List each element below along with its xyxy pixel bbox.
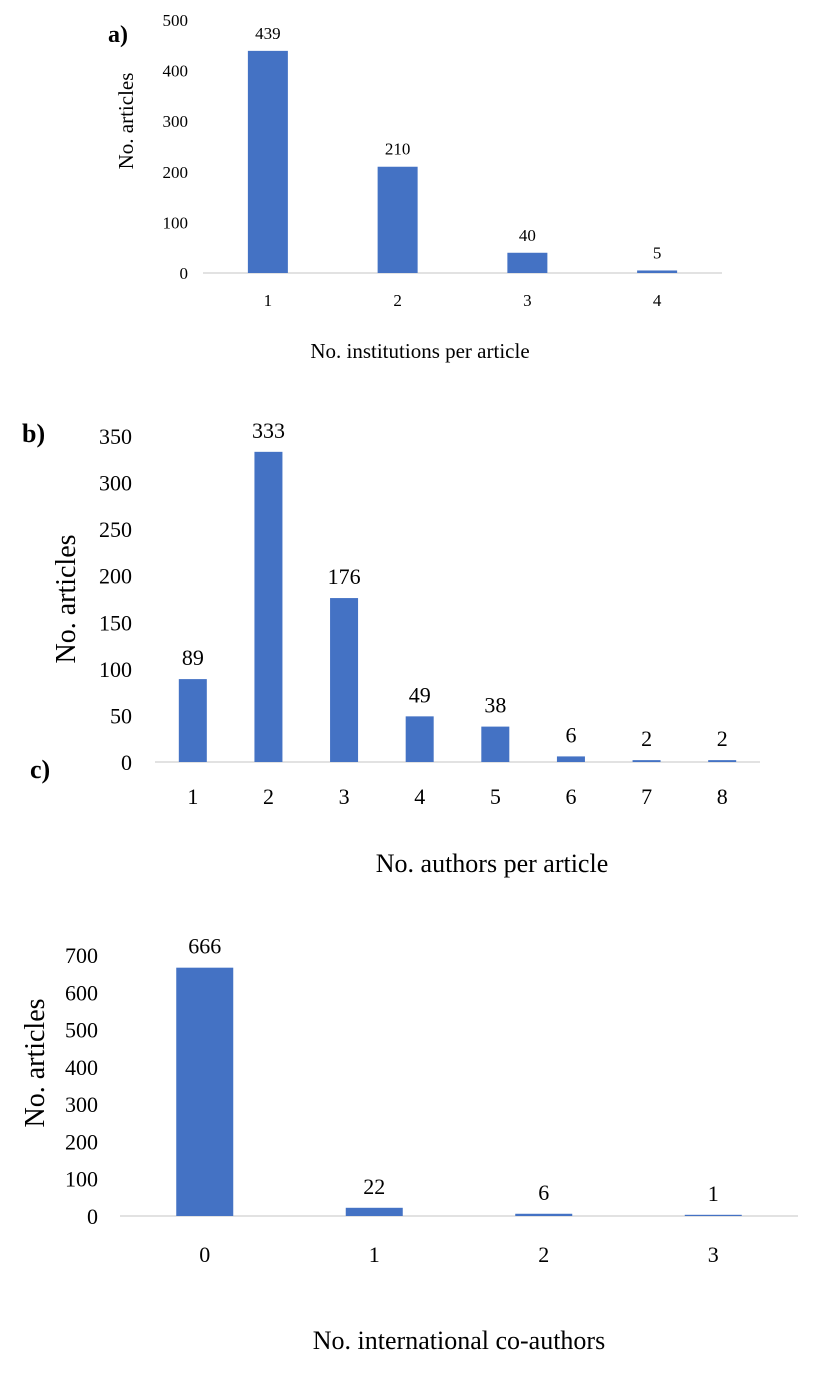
data-label: 333 [252,418,285,443]
y-tick-label: 200 [99,564,132,589]
data-label: 38 [484,693,506,718]
x-tick-label: 0 [199,1242,210,1267]
data-label: 2 [641,726,652,751]
y-tick-label: 700 [65,943,98,968]
y-tick-label: 400 [163,62,189,81]
y-tick-label: 100 [99,657,132,682]
y-tick-label: 200 [65,1129,98,1154]
bar [330,598,359,762]
data-label: 210 [385,140,411,159]
data-label: 6 [538,1180,549,1205]
x-tick-label: 1 [264,291,273,310]
y-tick-label: 300 [163,112,189,131]
y-tick-label: 100 [65,1167,98,1192]
panel-label-b: b) [22,419,45,448]
data-label: 5 [653,243,662,262]
bar [507,252,548,273]
x-tick-label: 6 [565,784,576,809]
x-tick-label: 2 [393,291,402,310]
chart-panel-b: b) 0 50 100 150 200 250 300 350 89 1 333 2 176 3 49 4 38… [22,418,760,878]
bar [405,716,434,762]
x-axis-title: No. international co-authors [313,1326,605,1355]
data-label: 1 [708,1181,719,1206]
bar [254,451,283,762]
bar [515,1213,573,1216]
x-tick-label: 4 [414,784,425,809]
x-tick-label: 3 [523,291,532,310]
y-tick-label: 600 [65,980,98,1005]
bar [377,166,418,273]
bar [176,967,234,1216]
data-label: 49 [409,682,431,707]
x-tick-label: 3 [339,784,350,809]
x-axis-title: No. authors per article [376,849,608,878]
panel-label-c: c) [30,755,50,784]
x-tick-label: 5 [490,784,501,809]
x-tick-label: 7 [641,784,652,809]
x-tick-label: 2 [263,784,274,809]
y-tick-label: 400 [65,1055,98,1080]
y-axis-title: No. articles [114,73,138,170]
bar [684,1214,742,1216]
data-label: 89 [182,645,204,670]
y-tick-label: 0 [180,264,189,283]
data-label: 666 [188,934,221,959]
chart-panel-a: a) 0 100 200 300 400 500 439 1 210 2 40 3 5 4 No. inst… [108,11,722,363]
bar [247,50,288,274]
data-label: 6 [565,722,576,747]
y-tick-label: 200 [163,163,189,182]
y-axis-title: No. articles [20,998,51,1127]
x-tick-label: 8 [717,784,728,809]
y-tick-label: 350 [99,424,132,449]
y-tick-label: 250 [99,517,132,542]
bar [637,270,678,273]
x-tick-label: 3 [708,1242,719,1267]
bar [178,679,207,762]
bar [632,760,661,762]
y-tick-label: 300 [65,1092,98,1117]
bar [345,1207,403,1216]
data-label: 176 [328,564,361,589]
bar [481,726,510,762]
bar [708,760,737,762]
data-label: 22 [363,1174,385,1199]
x-tick-label: 1 [369,1242,380,1267]
y-tick-label: 50 [110,703,132,728]
y-tick-label: 150 [99,610,132,635]
y-tick-label: 0 [87,1204,98,1229]
y-axis-title: No. articles [51,534,82,663]
data-label: 439 [255,24,281,43]
panel-label-a: a) [108,22,128,48]
x-tick-label: 4 [653,291,662,310]
y-tick-label: 500 [163,11,189,30]
bar [556,756,585,762]
x-tick-label: 2 [538,1242,549,1267]
chart-panel-c: c) 0 100 200 300 400 500 600 700 666 0 22 1 6 2 1 3 No. … [20,755,798,1355]
y-tick-label: 0 [121,750,132,775]
y-tick-label: 300 [99,471,132,496]
data-label: 40 [519,226,536,245]
data-label: 2 [717,726,728,751]
y-tick-label: 100 [163,213,189,232]
y-tick-label: 500 [65,1018,98,1043]
x-axis-title: No. institutions per article [310,339,529,363]
x-tick-label: 1 [187,784,198,809]
